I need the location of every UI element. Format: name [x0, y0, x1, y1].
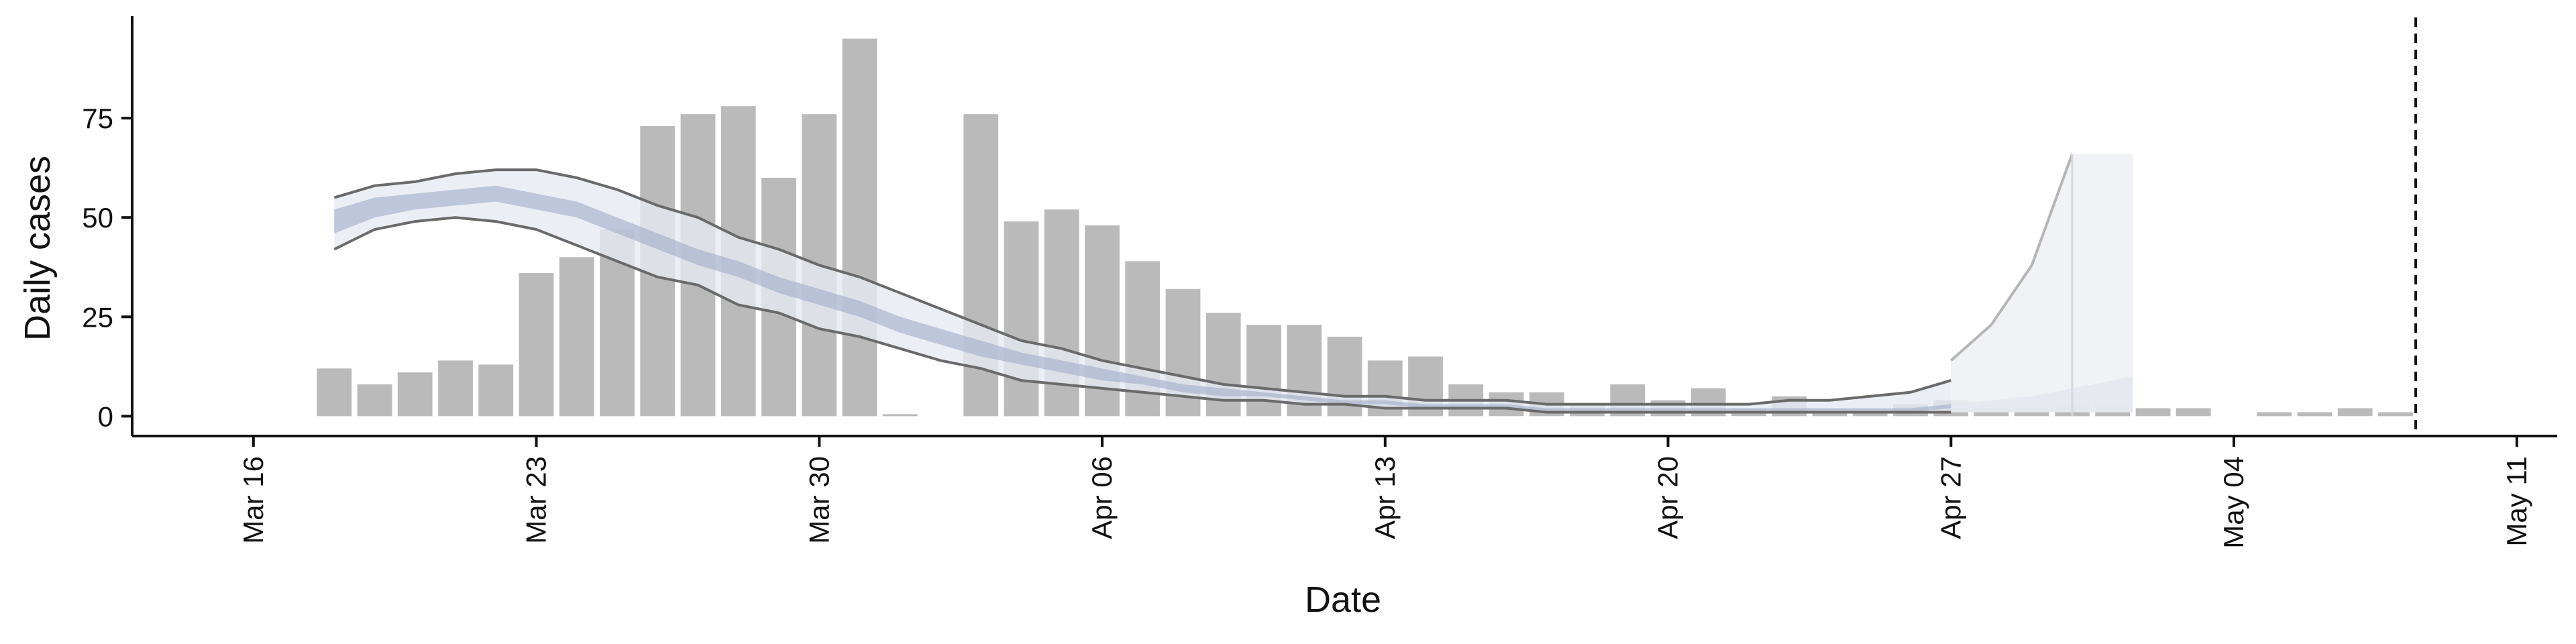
bar: [882, 414, 918, 417]
bar: [478, 364, 514, 417]
forecast-upper-line: [1949, 153, 2074, 362]
bar: [1852, 412, 1888, 417]
bar: [559, 257, 594, 417]
bar: [2135, 408, 2171, 417]
bar: [2297, 412, 2332, 417]
y-tick-label: 25: [82, 301, 113, 333]
bar: [2176, 408, 2211, 417]
bar: [519, 273, 554, 417]
bar: [317, 368, 352, 417]
bar: [1004, 221, 1039, 417]
x-axis-label: Date: [1305, 580, 1381, 620]
bar: [357, 384, 392, 417]
y-tick-label: 0: [98, 400, 113, 432]
x-tick-label: Apr 20: [1652, 456, 1684, 539]
x-tick-label: May 04: [2218, 456, 2249, 549]
x-tick-label: Mar 16: [237, 456, 269, 544]
x-tick-label: Apr 13: [1369, 456, 1401, 539]
fit-upper-line: [333, 168, 1951, 406]
bar: [2337, 408, 2373, 417]
bar: [2378, 412, 2413, 417]
x-tick-label: May 11: [2501, 456, 2532, 547]
y-tick-label: 50: [82, 202, 113, 233]
bar: [1812, 412, 1847, 417]
fit-lower-line: [333, 216, 1951, 414]
forecast-inner-band: [1951, 376, 2133, 413]
y-tick-label: 75: [82, 103, 113, 134]
forecast-band: [1951, 154, 2133, 413]
x-tick-label: Mar 30: [803, 456, 835, 544]
plot-area: [317, 17, 2418, 436]
bar: [438, 360, 473, 417]
bar: [397, 372, 433, 417]
bar: [2257, 412, 2292, 417]
x-tick-label: Apr 06: [1086, 456, 1118, 539]
y-axis-label: Daily cases: [17, 156, 58, 341]
bar: [842, 38, 877, 417]
x-tick-label: Mar 23: [521, 456, 552, 544]
axes: 0 25 50 75 Mar 16 Mar 23 Mar 30 Apr 06 Apr 13 Apr…: [82, 16, 2557, 549]
x-tick-label: Apr 27: [1935, 456, 1966, 539]
